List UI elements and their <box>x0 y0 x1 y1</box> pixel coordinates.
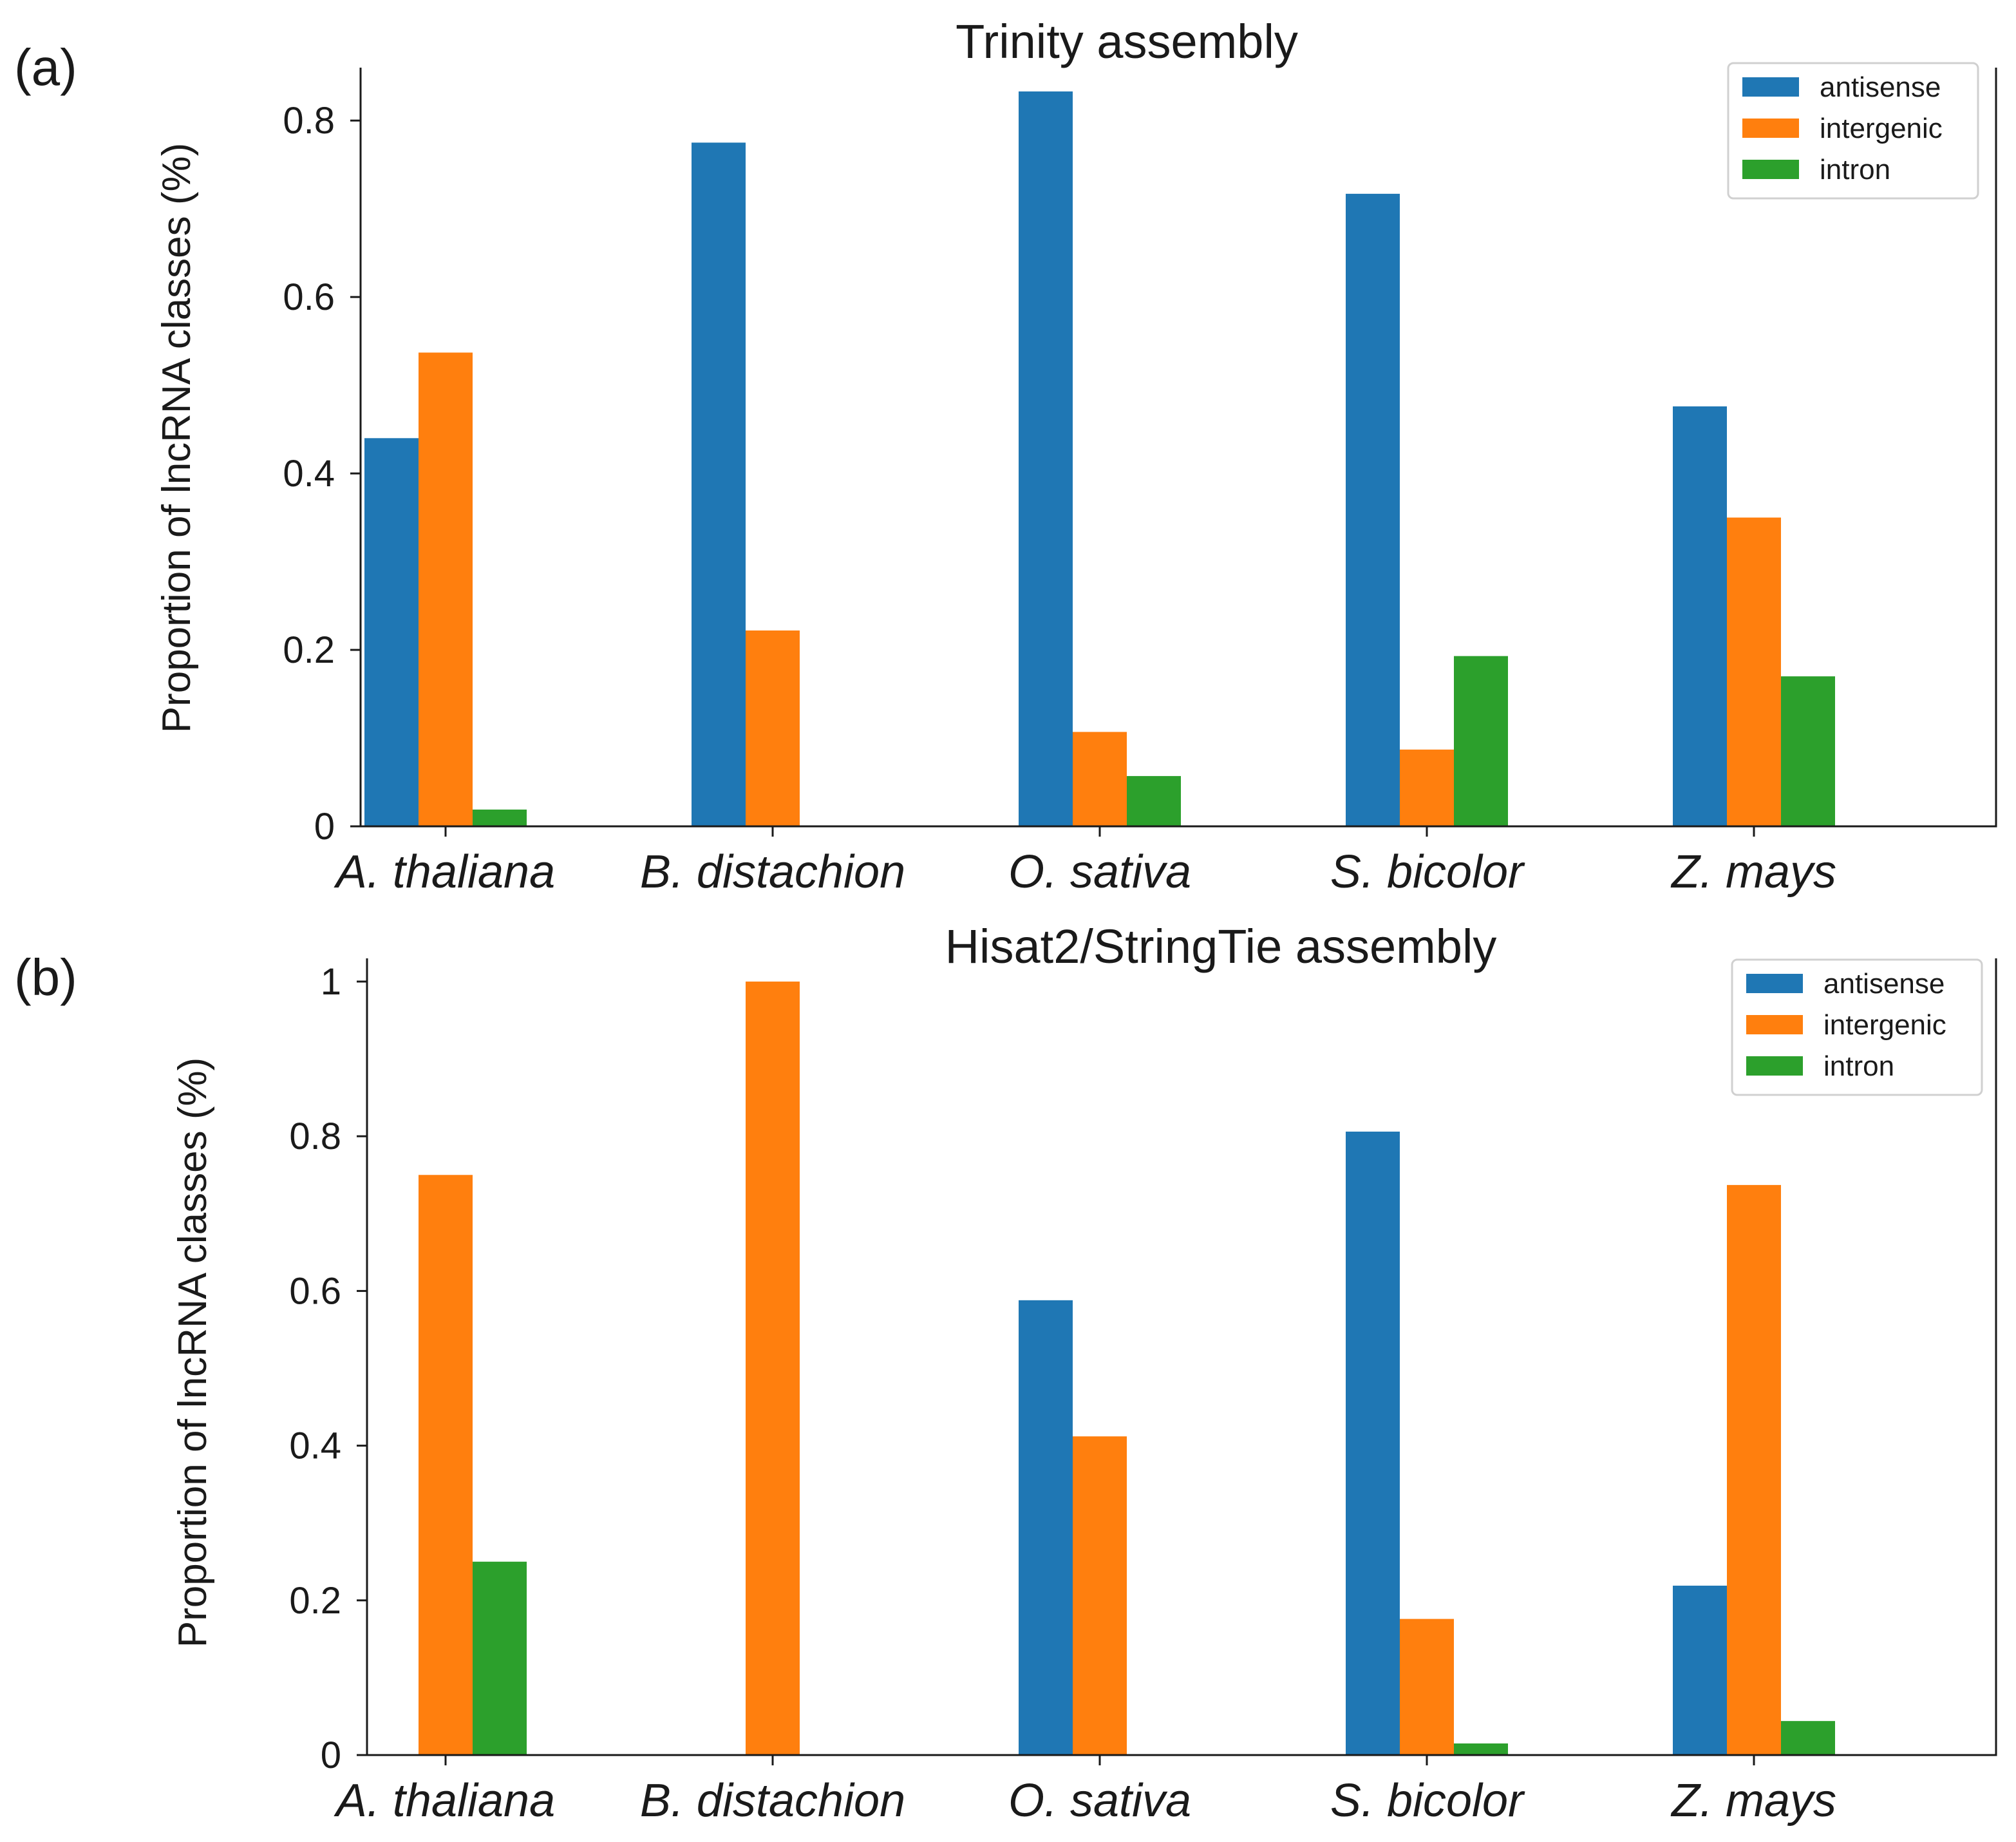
panel-a-axes <box>359 68 1997 828</box>
panel-b-x-tick-label-s-bicolor: S. bicolor <box>1330 1775 1525 1827</box>
panel-b-bar-intergenic-s-bicolor <box>1400 1619 1454 1755</box>
panel-b-y-tick-label: 1 <box>321 961 341 1003</box>
panel-a-bar-intergenic-a-thaliana <box>419 352 473 826</box>
panel-a-legend: antisense intergenic intron <box>1727 62 1979 200</box>
panel-b-bar-intergenic-z-mays <box>1727 1184 1781 1755</box>
panel-a-bar-intergenic-s-bicolor <box>1400 749 1454 826</box>
panel-a-legend-label-intergenic: intergenic <box>1820 113 1943 144</box>
panel-a-y-ticks: 0 0.2 0.4 0.6 0.8 <box>283 100 361 848</box>
panel-b-x-tick-label-b-distachion: B. distachion <box>640 1775 905 1827</box>
panel-a-legend-swatch-antisense <box>1742 77 1799 97</box>
panel-b-bar-antisense-s-bicolor <box>1346 1132 1400 1755</box>
panel-a-x-ticks: A. thaliana B. distachion O. sativa S. bico… <box>334 826 1836 898</box>
panel-b-y-tick-label: 0.6 <box>289 1270 341 1312</box>
panel-a-bar-antisense-s-bicolor <box>1346 193 1400 827</box>
panel-b-y-tick-label: 0.2 <box>289 1580 341 1622</box>
panel-b-legend-swatch-antisense <box>1746 974 1803 993</box>
panel-b-bars <box>419 982 1835 1755</box>
panel-b-title: Hisat2/StringTie assembly <box>945 920 1497 973</box>
panel-a-bar-intron-z-mays <box>1781 676 1835 826</box>
panel-a-legend-label-antisense: antisense <box>1820 71 1941 103</box>
panel-a-legend-swatch-intergenic <box>1742 119 1799 138</box>
panel-b-legend-label-antisense: antisense <box>1823 968 1945 1000</box>
panel-a-y-tick-label: 0.2 <box>283 629 335 671</box>
panel-b-legend-label-intron: intron <box>1823 1050 1894 1082</box>
panel-b-bar-intron-z-mays <box>1781 1721 1835 1755</box>
panel-a-bar-intergenic-b-distachion <box>746 630 800 826</box>
panel-b-bar-intergenic-o-sativa <box>1073 1436 1127 1755</box>
panel-a-bars <box>364 91 1835 827</box>
panel-a-title: Trinity assembly <box>956 15 1298 68</box>
panel-a-x-tick-label-z-mays: Z. mays <box>1670 846 1836 898</box>
panel-b-y-ticks: 0 0.2 0.4 0.6 0.8 1 <box>289 961 367 1776</box>
panel-a-y-tick-label: 0.8 <box>283 100 335 142</box>
panel-a-label: (a) <box>14 39 77 96</box>
panel-b-bar-intergenic-a-thaliana <box>419 1175 473 1755</box>
panel-a-y-tick-label: 0.6 <box>283 276 335 318</box>
panel-b-y-tick-label: 0.8 <box>289 1116 341 1157</box>
panel-b-x-tick-label-o-sativa: O. sativa <box>1008 1775 1191 1827</box>
panel-b-legend-swatch-intron <box>1746 1056 1803 1076</box>
panel-a-x-tick-label-o-sativa: O. sativa <box>1008 846 1191 898</box>
panel-b-legend-swatch-intergenic <box>1746 1015 1803 1034</box>
panel-a-legend-swatch-intron <box>1742 160 1799 179</box>
panel-b-x-ticks: A. thaliana B. distachion O. sativa S. bico… <box>334 1755 1836 1827</box>
panel-a-bar-intron-s-bicolor <box>1454 656 1508 826</box>
panel-b-bar-intergenic-b-distachion <box>746 982 800 1755</box>
panel-b-y-tick-label: 0.4 <box>289 1425 341 1467</box>
panel-b-y-tick-label: 0 <box>321 1734 341 1776</box>
panel-a-y-tick-label: 0 <box>314 806 335 848</box>
panel-b-axes <box>366 958 1997 1756</box>
panel-a-x-tick-label-b-distachion: B. distachion <box>640 846 905 898</box>
panel-a-y-tick-label: 0.4 <box>283 453 335 495</box>
panel-b-chart: (b) Hisat2/StringTie assembly Proportion… <box>14 920 1997 1827</box>
panel-a-x-tick-label-a-thaliana: A. thaliana <box>334 846 555 898</box>
panel-a-bar-intron-a-thaliana <box>473 809 527 826</box>
panel-a-y-axis-label: Proportion of lncRNA classes (%) <box>155 143 199 734</box>
panel-a-legend-label-intron: intron <box>1820 154 1890 185</box>
panel-a-chart: (a) Trinity assembly Proportion of lncRN… <box>14 15 1997 898</box>
panel-a-x-tick-label-s-bicolor: S. bicolor <box>1330 846 1525 898</box>
panel-b-bar-antisense-o-sativa <box>1019 1300 1073 1755</box>
panel-a-bar-intron-o-sativa <box>1127 775 1181 826</box>
panel-b-bar-antisense-z-mays <box>1673 1585 1727 1755</box>
panel-a-bar-antisense-o-sativa <box>1019 91 1073 826</box>
panel-b-x-tick-label-z-mays: Z. mays <box>1670 1775 1836 1827</box>
panel-b-bar-intron-a-thaliana <box>473 1561 527 1755</box>
panel-a-bar-intergenic-o-sativa <box>1073 732 1127 826</box>
panel-b-x-tick-label-a-thaliana: A. thaliana <box>334 1775 555 1827</box>
panel-a-bar-antisense-z-mays <box>1673 406 1727 826</box>
panel-b-legend: antisense intergenic intron <box>1731 958 1983 1096</box>
panel-a-bar-antisense-a-thaliana <box>364 438 419 826</box>
panel-b-label: (b) <box>14 949 77 1006</box>
panel-a-bar-intergenic-z-mays <box>1727 517 1781 826</box>
panel-b-y-axis-label: Proportion of lncRNA classes (%) <box>171 1058 215 1648</box>
panel-b-bar-intron-s-bicolor <box>1454 1743 1508 1755</box>
panel-a-bar-antisense-b-distachion <box>692 142 746 827</box>
panel-b-legend-label-intergenic: intergenic <box>1823 1009 1946 1041</box>
